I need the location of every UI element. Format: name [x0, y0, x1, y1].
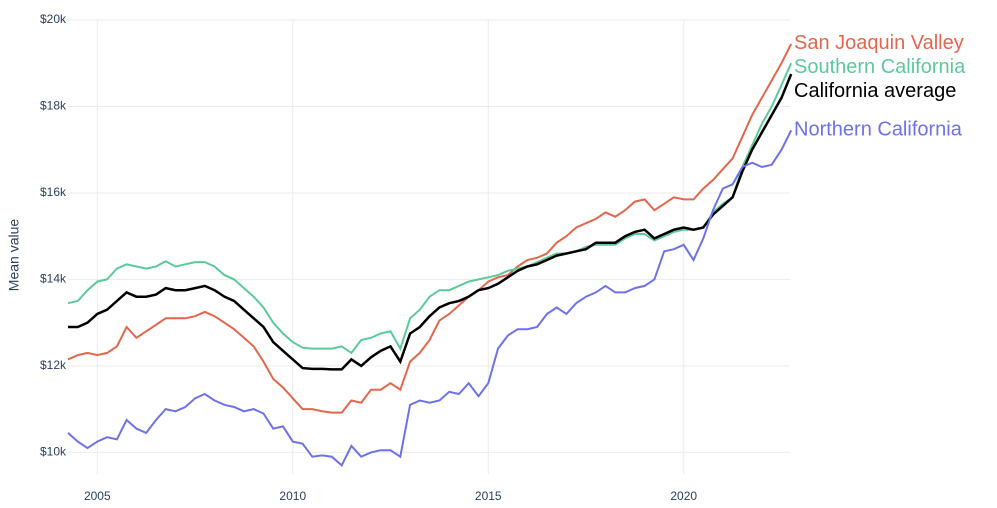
y-tick-label: $18k — [40, 99, 67, 113]
y-tick-label: $16k — [40, 185, 67, 199]
x-tick-label: 2010 — [279, 489, 306, 503]
line — [68, 73, 793, 371]
x-tick-label: 2015 — [475, 489, 502, 503]
line — [67, 129, 793, 468]
y-tick-label: $20k — [40, 12, 67, 26]
y-tick-label: $12k — [40, 358, 67, 372]
y-tick-label: $14k — [40, 272, 67, 286]
x-tick-label: 2005 — [84, 489, 111, 503]
y-axis-label: Mean value — [6, 219, 22, 292]
y-tick-label: $10k — [40, 445, 67, 459]
series-label: Northern California — [794, 119, 963, 141]
series-label: California average — [794, 80, 956, 102]
line — [67, 62, 793, 355]
series-label: Southern California — [794, 56, 966, 78]
line — [67, 43, 793, 414]
series-label: San Joaquin Valley — [794, 32, 964, 54]
x-tick-label: 2020 — [670, 489, 697, 503]
